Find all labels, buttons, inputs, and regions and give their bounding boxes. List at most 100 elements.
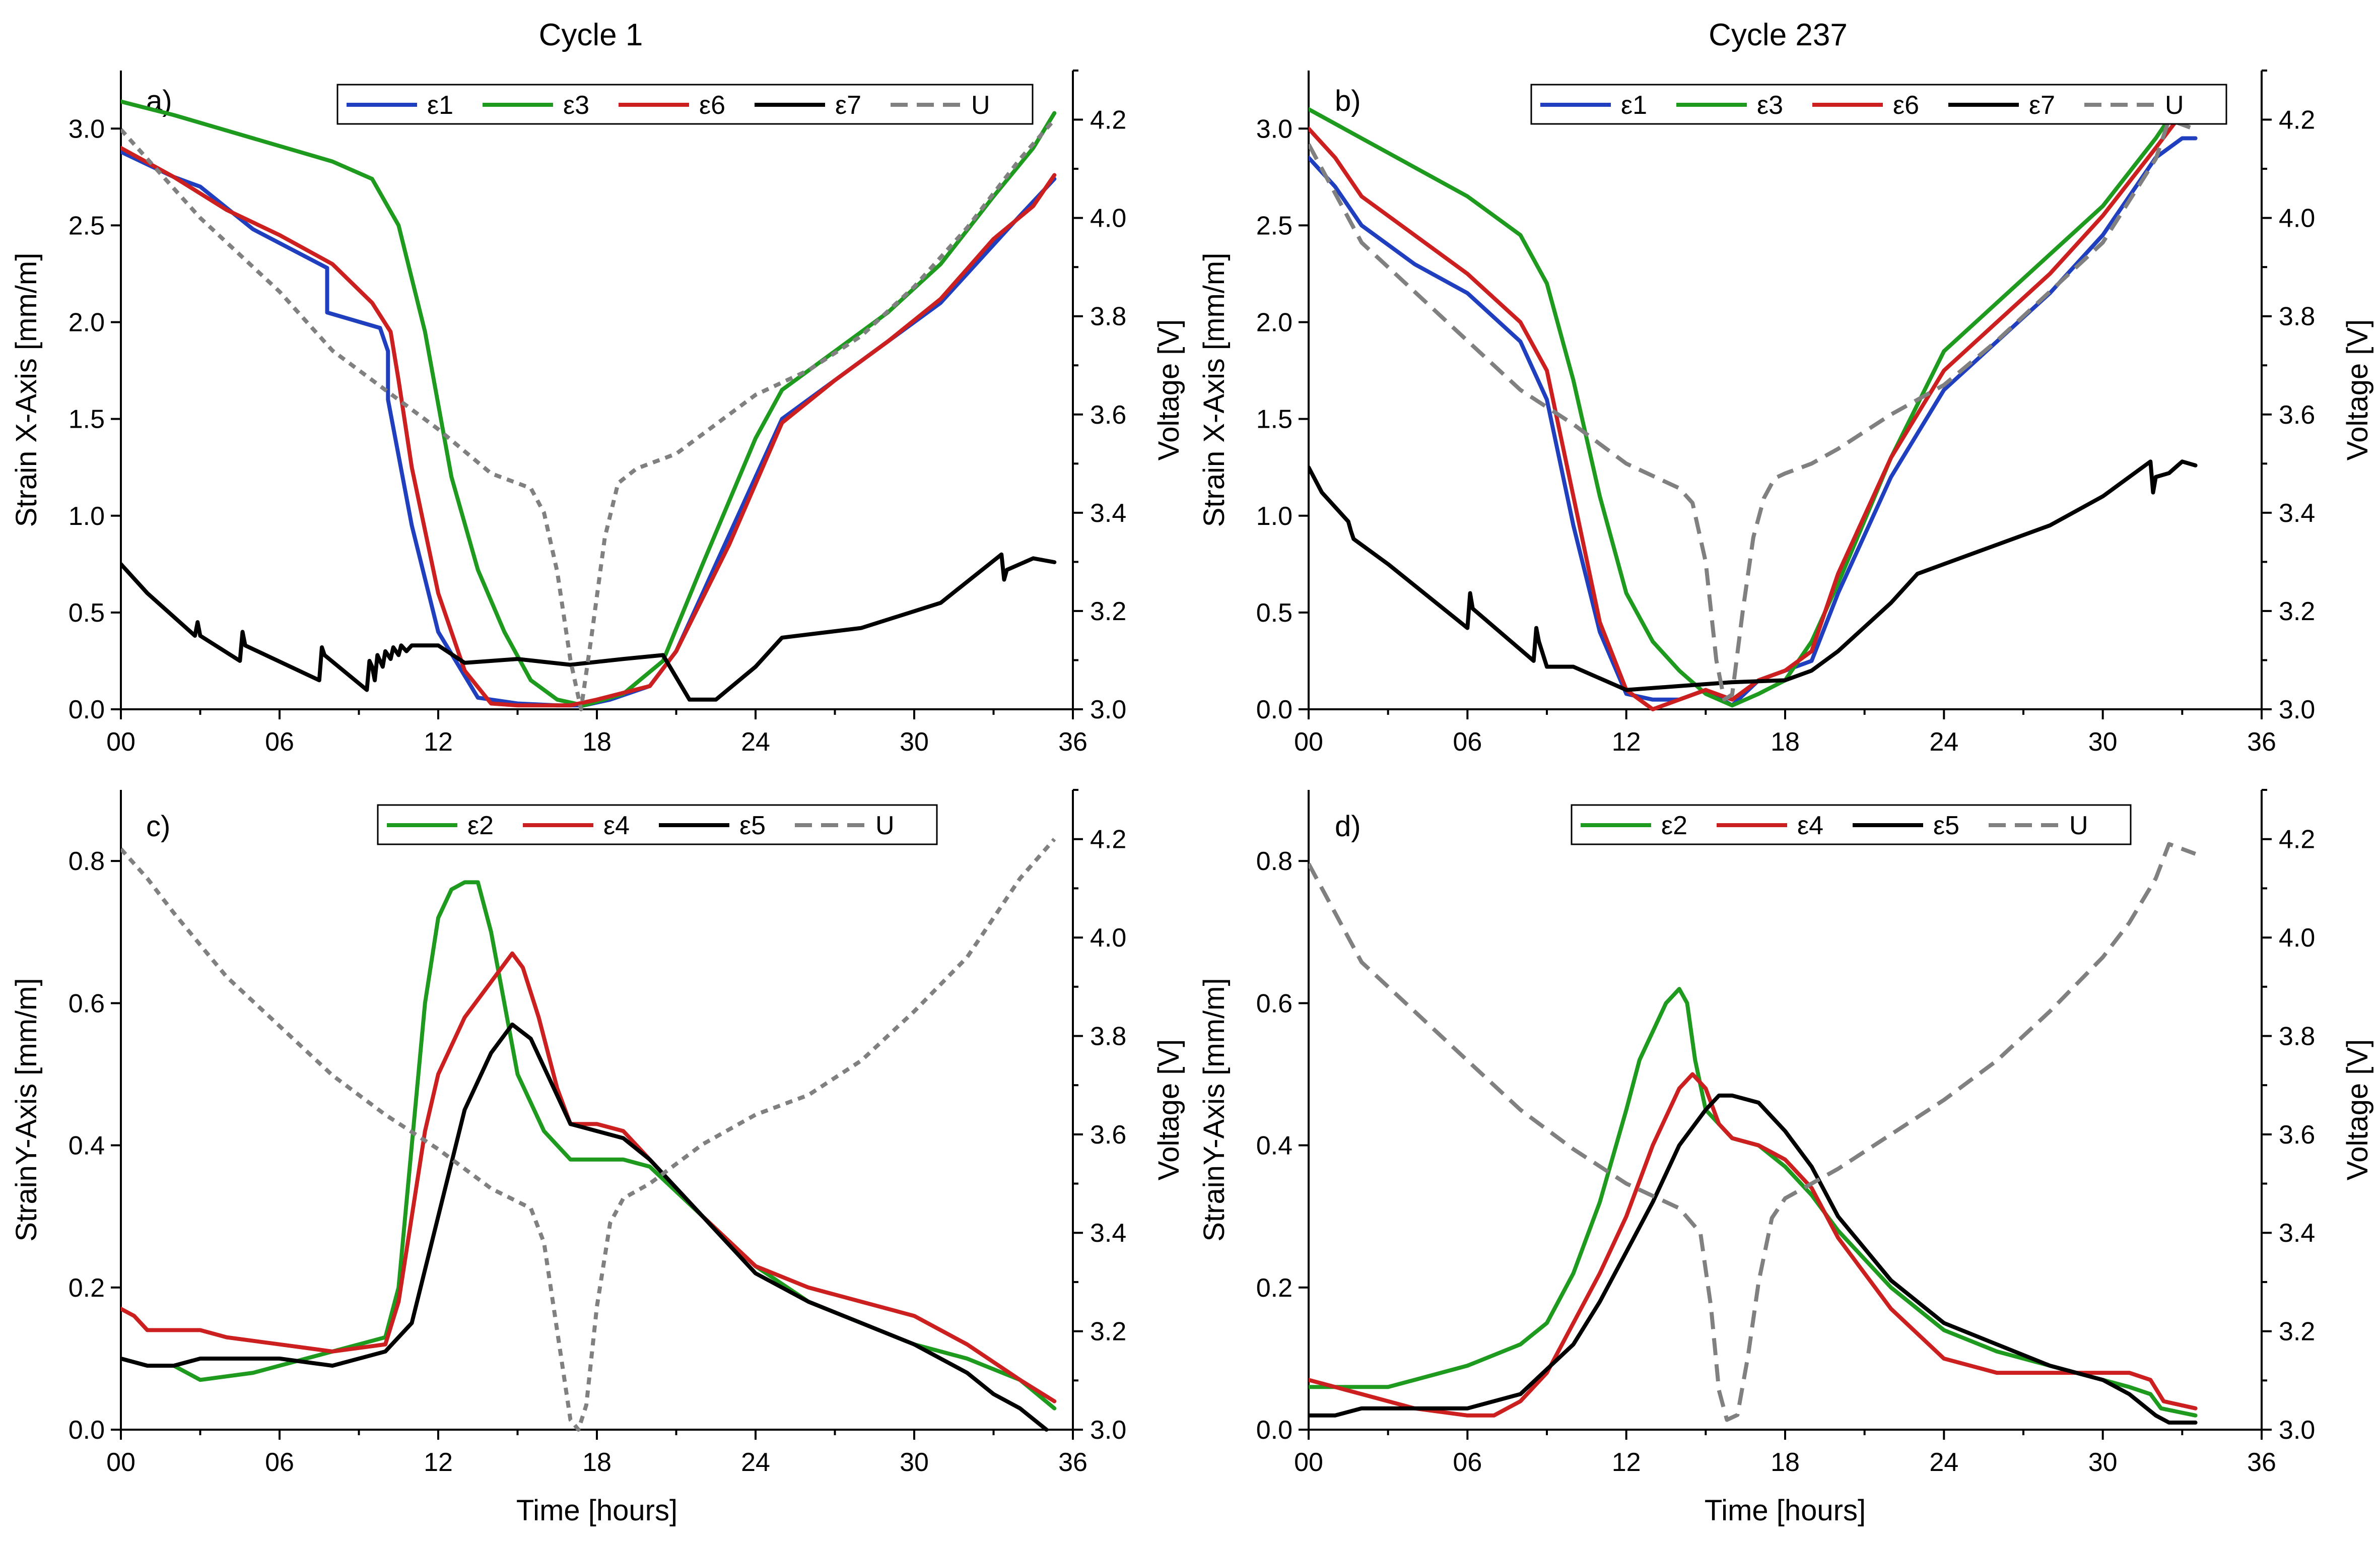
x-tick-label: 30: [2088, 727, 2118, 757]
series-line-epsilon6: [121, 146, 1057, 708]
y2-tick-label: 3.2: [1090, 1317, 1126, 1347]
legend-label-epsilon4: ε4: [603, 811, 630, 840]
legend: ε2 ε4 ε5 U: [377, 804, 938, 845]
y-tick-label: 0.0: [1256, 1416, 1293, 1445]
y2-axis-title: Voltage [V]: [1152, 1039, 1185, 1181]
y-tick-label: 0.6: [1256, 989, 1293, 1018]
legend-label-epsilon4: ε4: [1797, 811, 1823, 840]
y-tick-label: 0.4: [69, 1131, 105, 1161]
y-tick-label: 0.6: [69, 989, 105, 1018]
series-line-epsilon7: [121, 552, 1057, 702]
y-tick-label: 1.0: [69, 502, 105, 531]
series-line-epsilon5: [121, 1022, 1049, 1432]
y2-axis-title: Voltage [V]: [1152, 319, 1185, 461]
x-axis-title: Time [hours]: [1705, 1494, 1866, 1527]
y-tick-label: 0.0: [69, 695, 105, 724]
series-group: [1309, 842, 2198, 1425]
y2-tick-label: 3.2: [1090, 597, 1126, 626]
x-tick-label: 18: [582, 727, 611, 757]
x-tick-label: 30: [2088, 1448, 2118, 1477]
y-tick-label: 0.2: [1256, 1274, 1293, 1303]
y-tick-label: 2.0: [1256, 308, 1293, 338]
series-group: [1309, 97, 2198, 711]
y2-tick-label: 3.8: [2279, 1022, 2315, 1051]
legend: ε2 ε4 ε5 U: [1571, 804, 2132, 845]
y-tick-label: 3.0: [69, 114, 105, 144]
x-tick-label: 06: [265, 727, 294, 757]
y2-tick-label: 3.2: [2279, 597, 2315, 626]
y-tick-label: 0.0: [1256, 695, 1293, 724]
x-tick-label: 06: [265, 1448, 294, 1477]
y2-tick-label: 3.2: [2279, 1317, 2315, 1347]
y-axis-title: Strain X-Axis [mm/m]: [10, 253, 43, 527]
legend: ε1 ε3 ε6 ε7 U: [1530, 84, 2227, 125]
legend-label-epsilon6: ε6: [1893, 91, 1919, 120]
x-tick-label: 18: [1771, 1448, 1800, 1477]
series-line-epsilon6: [1309, 111, 2198, 711]
legend-label-u: U: [2069, 811, 2088, 840]
x-tick-label: 18: [582, 1448, 611, 1477]
x-tick-label: 36: [1058, 1448, 1087, 1477]
y2-tick-label: 4.0: [2279, 204, 2315, 233]
y-tick-label: 1.5: [69, 405, 105, 434]
legend-label-u: U: [875, 811, 895, 840]
x-tick-label: 36: [2247, 727, 2276, 757]
y2-tick-label: 3.6: [1090, 1120, 1126, 1150]
x-tick-label: 12: [1612, 1448, 1641, 1477]
y2-tick-label: 4.2: [2279, 825, 2315, 854]
legend-label-epsilon3: ε3: [1757, 91, 1783, 120]
x-tick-label: 00: [1294, 727, 1323, 757]
legend-label-u: U: [971, 91, 990, 120]
chart-panels: 00 06 12 18 24 30 36 0.0 0.5 1.0 1.5 2.0 2.5 3.0 3.0 3.…: [10, 70, 2374, 1527]
series-group: [121, 99, 1057, 711]
x-axis-title: Time [hours]: [516, 1494, 677, 1527]
legend-label-epsilon1: ε1: [1621, 91, 1647, 120]
chart-panel-a: 00 06 12 18 24 30 36 0.0 0.5 1.0 1.5 2.0 2.5 3.0 3.0 3.…: [10, 70, 1185, 757]
y-axis-title: Strain X-Axis [mm/m]: [1198, 253, 1231, 527]
y2-axis-title: Voltage [V]: [2341, 319, 2374, 461]
series-line-epsilon4: [121, 951, 1057, 1403]
legend-frame: [1571, 804, 2132, 845]
series-line-epsilon5: [1309, 1093, 2198, 1425]
y2-tick-label: 3.8: [1090, 1022, 1126, 1051]
y2-tick-label: 4.2: [1090, 106, 1126, 135]
y2-tick-label: 3.4: [1090, 1219, 1126, 1248]
legend-label-epsilon6: ε6: [699, 91, 725, 120]
legend-label-epsilon7: ε7: [2029, 91, 2055, 120]
column-title-cycle-237: Cycle 237: [1709, 18, 1848, 52]
x-tick-label: 12: [424, 1448, 453, 1477]
legend-frame: [377, 804, 938, 845]
series-line-u: [1309, 117, 2196, 702]
legend-label-epsilon1: ε1: [427, 91, 453, 120]
x-tick-label: 18: [1771, 727, 1800, 757]
x-tick-label: 24: [1929, 1448, 1958, 1477]
series-line-epsilon7: [1309, 459, 2198, 692]
column-title-cycle-1: Cycle 1: [539, 18, 643, 52]
y-tick-label: 1.5: [1256, 405, 1293, 434]
y2-tick-label: 4.0: [2279, 923, 2315, 953]
y2-tick-label: 4.0: [1090, 204, 1126, 233]
x-tick-label: 06: [1453, 1448, 1482, 1477]
series-line-u: [121, 118, 1056, 711]
chart-panel-c: 00 06 12 18 24 30 36 0.0 0.2 0.4 0.6 0.8 3.0 3.2 3.4 3.…: [10, 789, 1185, 1527]
y2-tick-label: 3.8: [1090, 302, 1126, 331]
x-tick-label: 12: [1612, 727, 1641, 757]
legend-label-epsilon5: ε5: [1933, 811, 1959, 840]
x-tick-label: 24: [741, 1448, 770, 1477]
y2-tick-label: 3.0: [2279, 695, 2315, 724]
y2-tick-label: 3.0: [1090, 695, 1126, 724]
x-tick-label: 12: [424, 727, 453, 757]
series-line-u: [121, 838, 1056, 1432]
y-tick-label: 0.8: [1256, 847, 1293, 876]
y-tick-label: 1.0: [1256, 502, 1293, 531]
y2-tick-label: 3.8: [2279, 302, 2315, 331]
y-tick-label: 0.0: [69, 1416, 105, 1445]
y-axis-title: StrainY-Axis [mm/m]: [1198, 978, 1231, 1241]
y-tick-label: 0.5: [69, 598, 105, 628]
y2-tick-label: 3.6: [1090, 400, 1126, 430]
x-tick-label: 24: [741, 727, 770, 757]
y2-tick-label: 3.6: [2279, 400, 2315, 430]
y-axis-title: StrainY-Axis [mm/m]: [10, 978, 43, 1241]
y2-tick-label: 3.0: [2279, 1416, 2315, 1445]
